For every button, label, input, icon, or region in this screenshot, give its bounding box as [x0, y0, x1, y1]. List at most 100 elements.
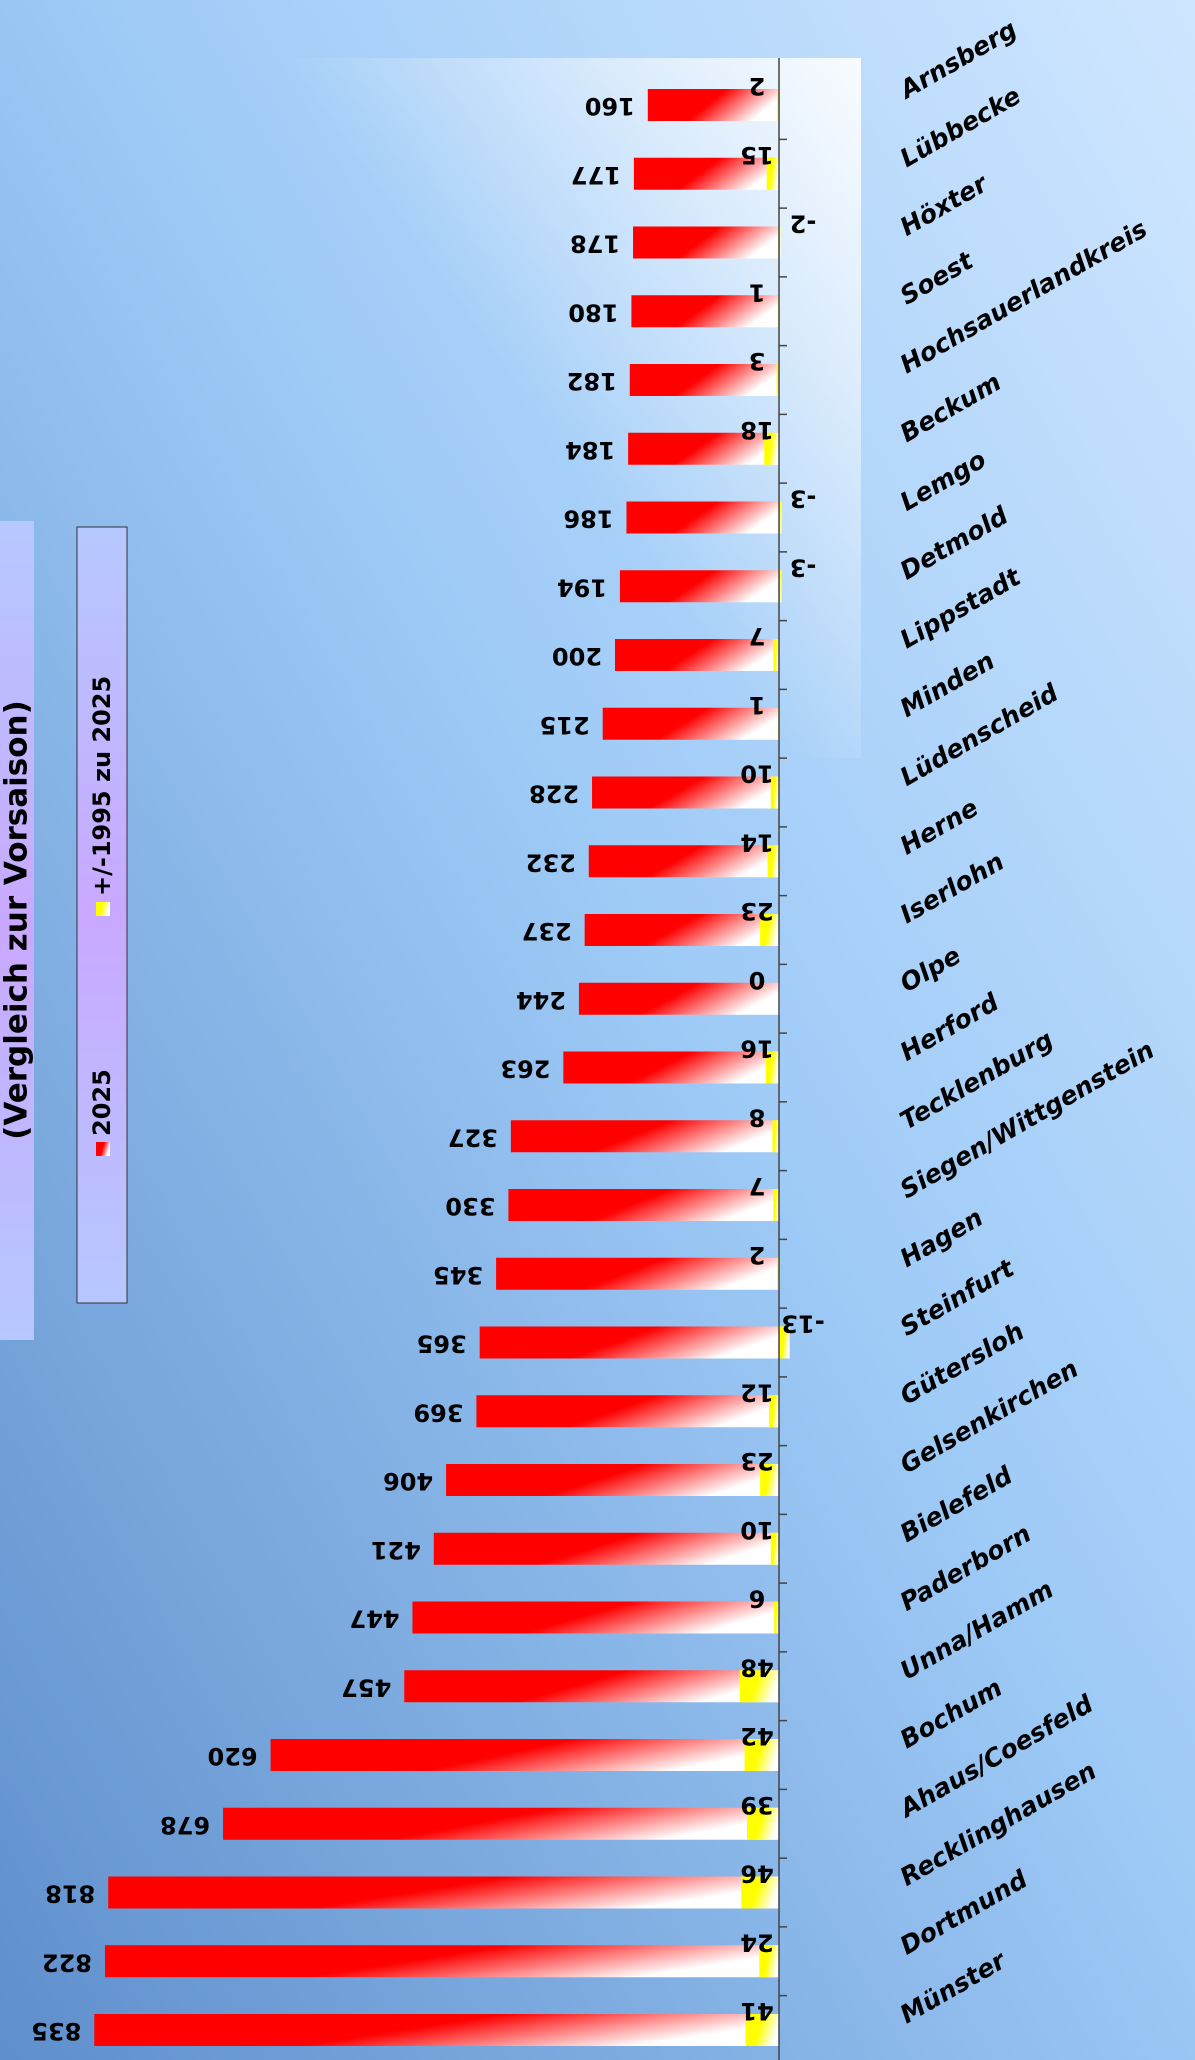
- legend-items: 2025 +/-1995 zu 2025: [88, 676, 116, 1156]
- value-label: 24: [740, 1928, 773, 1956]
- change-bar: [777, 89, 779, 121]
- value-label: 10: [740, 1516, 773, 1544]
- value-label: 3: [749, 347, 766, 375]
- bar: [433, 1532, 779, 1565]
- bar: [588, 845, 779, 878]
- change-bar: [773, 639, 779, 671]
- value-label: 818: [45, 1880, 95, 1908]
- value-label: 215: [540, 711, 590, 739]
- value-label: 23: [740, 1447, 773, 1475]
- value-label: 232: [526, 848, 576, 876]
- value-label: -2: [790, 210, 817, 238]
- value-label: 42: [740, 1722, 773, 1750]
- value-label: 200: [552, 642, 602, 670]
- bar: [104, 1945, 779, 1978]
- change-bar: [747, 1807, 779, 1840]
- bar: [633, 157, 779, 190]
- change-bar: [777, 1257, 779, 1290]
- value-label: 457: [341, 1673, 391, 1701]
- value-label: 160: [585, 92, 635, 120]
- value-label: 15: [740, 141, 773, 169]
- value-label: 0: [749, 966, 766, 994]
- value-label: 263: [500, 1055, 550, 1083]
- change-bar: [745, 2014, 779, 2046]
- value-label: 2: [749, 72, 766, 100]
- change-bar: [769, 1395, 779, 1428]
- bar: [619, 570, 779, 603]
- value-label: 620: [208, 1742, 258, 1770]
- value-label: -13: [781, 1310, 824, 1338]
- bar: [615, 639, 779, 671]
- value-label: 2: [749, 1241, 766, 1269]
- value-label: -3: [790, 485, 817, 513]
- change-bar: [739, 1670, 779, 1703]
- change-bar: [760, 914, 779, 946]
- value-label: 244: [516, 986, 566, 1014]
- change-bar: [779, 1326, 790, 1359]
- bar: [446, 1464, 779, 1496]
- value-label: 186: [563, 505, 613, 533]
- change-bar: [773, 1189, 779, 1221]
- value-label: 23: [740, 897, 773, 925]
- change-bar: [759, 1945, 779, 1978]
- value-label: 345: [433, 1261, 483, 1289]
- value-label: 184: [565, 436, 615, 464]
- value-label: 7: [749, 1172, 766, 1200]
- change-bar: [765, 1051, 779, 1084]
- change-bar: [779, 570, 782, 603]
- bar: [108, 1876, 780, 1909]
- change-bar: [770, 1532, 779, 1565]
- change-bar: [770, 776, 779, 809]
- change-bar: [776, 364, 779, 396]
- bar: [628, 432, 779, 465]
- value-label: 835: [31, 2017, 81, 2045]
- bar: [508, 1189, 779, 1221]
- change-bar: [779, 226, 781, 259]
- bar: [602, 707, 779, 740]
- value-label: 447: [349, 1605, 399, 1633]
- change-bar: [764, 432, 779, 465]
- change-bar: [767, 845, 779, 878]
- bar: [270, 1739, 779, 1771]
- value-label: 6: [749, 1585, 766, 1613]
- value-label: 178: [570, 230, 620, 258]
- change-bar: [779, 501, 782, 534]
- value-label: 822: [42, 1948, 92, 1976]
- change-bar: [772, 1120, 779, 1153]
- value-label: 1: [749, 278, 766, 306]
- value-label: 194: [557, 573, 607, 601]
- bar: [578, 982, 779, 1015]
- bar: [584, 914, 779, 946]
- bar: [626, 501, 779, 534]
- bar: [631, 295, 779, 328]
- value-label: 18: [740, 416, 773, 444]
- bar: [476, 1395, 779, 1428]
- value-label: 12: [740, 1378, 773, 1406]
- legend-label: +/-1995 zu 2025: [88, 676, 116, 896]
- bar: [633, 226, 779, 259]
- value-label: 330: [445, 1192, 495, 1220]
- value-label: 8: [749, 1103, 766, 1131]
- change-bar: [760, 1464, 779, 1496]
- value-label: 7: [749, 622, 766, 650]
- value-label: 177: [571, 161, 621, 189]
- bar: [223, 1807, 780, 1840]
- value-label: 237: [522, 917, 572, 945]
- change-bar: [741, 1876, 779, 1909]
- bar: [629, 364, 779, 396]
- chart-title: (Vergleich zur Vorsaison): [0, 700, 35, 1140]
- legend-label: 2025: [88, 1069, 116, 1136]
- bar: [563, 1051, 779, 1084]
- value-label: 421: [371, 1536, 421, 1564]
- value-label: 180: [568, 298, 618, 326]
- bar: [404, 1670, 779, 1703]
- value-label: 16: [740, 1035, 773, 1063]
- value-label: 41: [740, 1997, 773, 2025]
- bar: [94, 2014, 780, 2046]
- title-panel: [0, 521, 34, 1340]
- value-label: 14: [740, 828, 773, 856]
- legend: [76, 526, 128, 1304]
- value-label: 406: [383, 1467, 433, 1495]
